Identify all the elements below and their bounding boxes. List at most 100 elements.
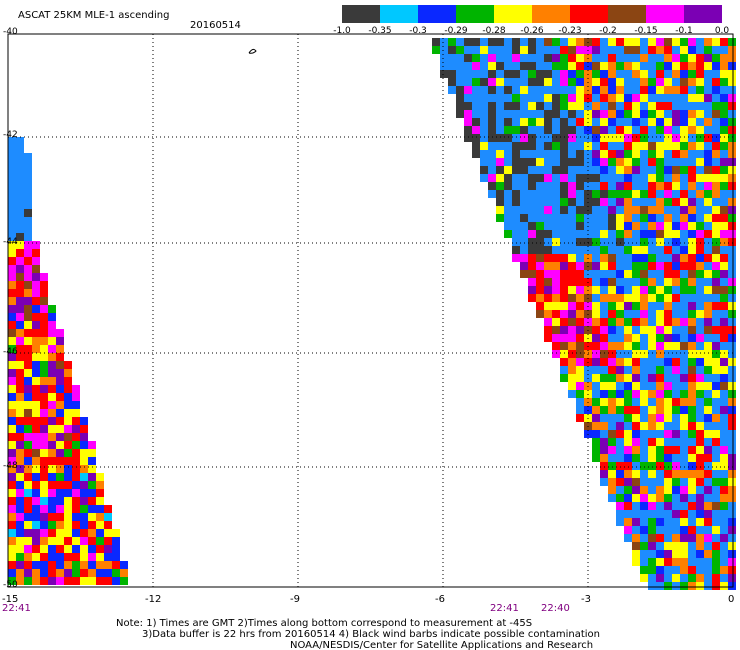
wind-cell <box>520 142 528 150</box>
wind-cell <box>8 337 16 345</box>
wind-cell <box>560 342 568 350</box>
wind-cell <box>512 78 520 86</box>
wind-cell <box>464 126 472 134</box>
wind-cell <box>504 134 512 142</box>
wind-cell <box>648 302 656 310</box>
wind-cell <box>472 142 480 150</box>
wind-cell <box>120 577 128 585</box>
wind-cell <box>528 134 536 142</box>
wind-cell <box>728 534 736 542</box>
wind-cell <box>704 334 712 342</box>
wind-cell <box>64 377 72 385</box>
wind-cell <box>16 209 24 217</box>
wind-cell <box>704 518 712 526</box>
wind-cell <box>552 182 560 190</box>
wind-cell <box>696 102 704 110</box>
wind-cell <box>696 54 704 62</box>
wind-cell <box>672 446 680 454</box>
wind-cell <box>568 142 576 150</box>
wind-cell <box>552 110 560 118</box>
wind-cell <box>648 382 656 390</box>
wind-cell <box>664 326 672 334</box>
wind-cell <box>656 414 664 422</box>
wind-cell <box>616 86 624 94</box>
wind-cell <box>728 230 736 238</box>
wind-cell <box>592 278 600 286</box>
wind-cell <box>608 110 616 118</box>
wind-cell <box>40 441 48 449</box>
wind-cell <box>672 374 680 382</box>
wind-cell <box>32 553 40 561</box>
wind-cell <box>104 561 112 569</box>
wind-cell <box>664 342 672 350</box>
wind-cell <box>720 470 728 478</box>
wind-cell <box>560 254 568 262</box>
wind-cell <box>600 358 608 366</box>
wind-cell <box>48 305 56 313</box>
wind-cell <box>536 246 544 254</box>
wind-cell <box>8 489 16 497</box>
wind-cell <box>560 126 568 134</box>
wind-cell <box>648 142 656 150</box>
wind-cell <box>616 310 624 318</box>
wind-cell <box>40 369 48 377</box>
wind-cell <box>728 158 736 166</box>
wind-cell <box>720 430 728 438</box>
wind-cell <box>640 310 648 318</box>
wind-cell <box>664 46 672 54</box>
wind-cell <box>552 214 560 222</box>
wind-cell <box>640 550 648 558</box>
wind-cell <box>576 294 584 302</box>
wind-cell <box>640 166 648 174</box>
wind-cell <box>632 390 640 398</box>
wind-cell <box>712 150 720 158</box>
wind-cell <box>680 454 688 462</box>
wind-cell <box>648 70 656 78</box>
wind-cell <box>528 246 536 254</box>
wind-cell <box>664 86 672 94</box>
wind-cell <box>616 198 624 206</box>
wind-cell <box>496 190 504 198</box>
wind-cell <box>720 86 728 94</box>
wind-cell <box>712 86 720 94</box>
wind-cell <box>616 374 624 382</box>
wind-cell <box>544 126 552 134</box>
wind-cell <box>632 214 640 222</box>
wind-cell <box>496 126 504 134</box>
wind-cell <box>592 334 600 342</box>
wind-cell <box>504 206 512 214</box>
wind-cell <box>648 54 656 62</box>
wind-cell <box>680 342 688 350</box>
wind-cell <box>64 401 72 409</box>
wind-cell <box>664 374 672 382</box>
wind-cell <box>664 302 672 310</box>
wind-cell <box>24 337 32 345</box>
wind-cell <box>696 302 704 310</box>
wind-cell <box>608 142 616 150</box>
wind-cell <box>680 582 688 590</box>
wind-cell <box>576 318 584 326</box>
wind-cell <box>608 118 616 126</box>
wind-cell <box>544 190 552 198</box>
wind-cell <box>24 209 32 217</box>
wind-cell <box>632 278 640 286</box>
x-tick-label-1: -12 <box>145 594 162 605</box>
wind-cell <box>624 390 632 398</box>
x-tick-label-3: -6 <box>435 594 445 605</box>
wind-cell <box>648 230 656 238</box>
wind-cell <box>664 190 672 198</box>
wind-cell <box>704 542 712 550</box>
legend-swatch <box>608 5 646 23</box>
wind-cell <box>504 102 512 110</box>
wind-cell <box>672 230 680 238</box>
wind-cell <box>624 398 632 406</box>
wind-cell <box>472 54 480 62</box>
wind-cell <box>512 142 520 150</box>
wind-cell <box>632 542 640 550</box>
wind-cell <box>504 214 512 222</box>
wind-cell <box>712 382 720 390</box>
wind-cell <box>520 182 528 190</box>
wind-cell <box>8 561 16 569</box>
wind-cell <box>504 198 512 206</box>
wind-cell <box>16 337 24 345</box>
